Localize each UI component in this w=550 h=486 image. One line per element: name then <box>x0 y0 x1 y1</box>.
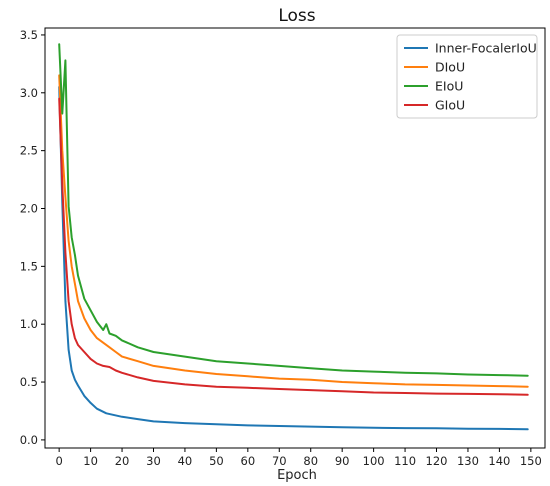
x-tick-label: 140 <box>488 454 510 468</box>
x-tick-label: 40 <box>178 454 193 468</box>
y-tick-label: 3.0 <box>20 86 38 100</box>
x-tick-label: 20 <box>115 454 130 468</box>
x-tick-label: 150 <box>520 454 542 468</box>
y-tick-label: 2.5 <box>20 144 38 158</box>
x-axis-label: Epoch <box>277 468 317 483</box>
legend-label-eiou: EIoU <box>435 79 463 94</box>
legend-label-giou: GIoU <box>435 98 465 113</box>
x-tick-label: 30 <box>146 454 161 468</box>
x-tick-label: 10 <box>83 454 98 468</box>
chart-title: Loss <box>278 6 315 26</box>
y-tick-label: 0.0 <box>20 433 38 447</box>
series-line-inner-focaleriou <box>58 86 529 431</box>
series-line-diou <box>58 74 529 388</box>
y-tick-label: 1.0 <box>20 317 38 331</box>
series-line-giou <box>58 97 529 396</box>
x-tick-label: 110 <box>394 454 416 468</box>
plot-area: 0 10 20 30 40 50 60 70 80 90 100 110 120 130 140 150 0.0… <box>20 27 546 468</box>
y-tick-label: 2.0 <box>20 201 38 215</box>
x-tick-label: 50 <box>209 454 224 468</box>
x-tick-label: 70 <box>272 454 287 468</box>
x-tick-label: 80 <box>303 454 318 468</box>
x-tick-label: 120 <box>426 454 448 468</box>
legend-box <box>396 34 538 119</box>
x-tick-label: 0 <box>55 454 62 468</box>
series-line-eiou <box>58 43 529 377</box>
y-tick-label: 3.5 <box>20 28 38 42</box>
x-tick-label: 130 <box>457 454 479 468</box>
x-tick-label: 90 <box>335 454 350 468</box>
plot-frame <box>44 27 546 449</box>
x-tick-label: 60 <box>241 454 256 468</box>
legend-label-diou: DIoU <box>435 60 465 75</box>
y-tick-label: 1.5 <box>20 259 38 273</box>
legend-label-inner-focaleriou: Inner-FocalerIoU <box>435 41 537 56</box>
x-tick-label: 100 <box>363 454 385 468</box>
y-tick-label: 0.5 <box>20 375 38 389</box>
